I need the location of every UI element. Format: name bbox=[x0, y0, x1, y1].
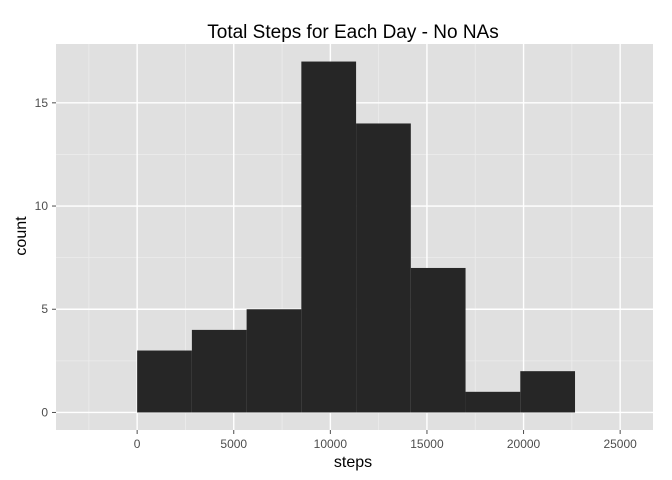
histogram-bar bbox=[301, 61, 357, 413]
y-tick-label: 0 bbox=[41, 405, 48, 419]
y-axis-ticks: 0 5 10 15 bbox=[35, 96, 56, 419]
x-tick-label: 10000 bbox=[314, 437, 348, 451]
histogram-bar bbox=[356, 123, 411, 413]
histogram-bar bbox=[520, 371, 576, 413]
histogram-bar bbox=[246, 309, 302, 413]
y-tick-label: 10 bbox=[35, 199, 49, 213]
x-tick-label: 15000 bbox=[410, 437, 444, 451]
y-tick-label: 5 bbox=[41, 302, 48, 316]
y-axis-title: count bbox=[13, 216, 30, 256]
histogram-bar bbox=[410, 267, 466, 413]
histogram-bar bbox=[191, 329, 247, 413]
x-axis-ticks: 0 5000 10000 15000 20000 25000 bbox=[134, 430, 637, 451]
histogram-bars bbox=[137, 61, 576, 413]
y-tick-label: 15 bbox=[35, 96, 49, 110]
minor-grid bbox=[56, 44, 653, 430]
x-tick-label: 0 bbox=[134, 437, 141, 451]
x-tick-label: 20000 bbox=[507, 437, 541, 451]
x-axis-title: steps bbox=[334, 454, 372, 471]
histogram-bar bbox=[137, 350, 192, 413]
x-tick-label: 5000 bbox=[220, 437, 247, 451]
histogram-bar bbox=[465, 391, 521, 413]
chart-title: Total Steps for Each Day - No NAs bbox=[207, 22, 498, 43]
x-tick-label: 25000 bbox=[603, 437, 637, 451]
